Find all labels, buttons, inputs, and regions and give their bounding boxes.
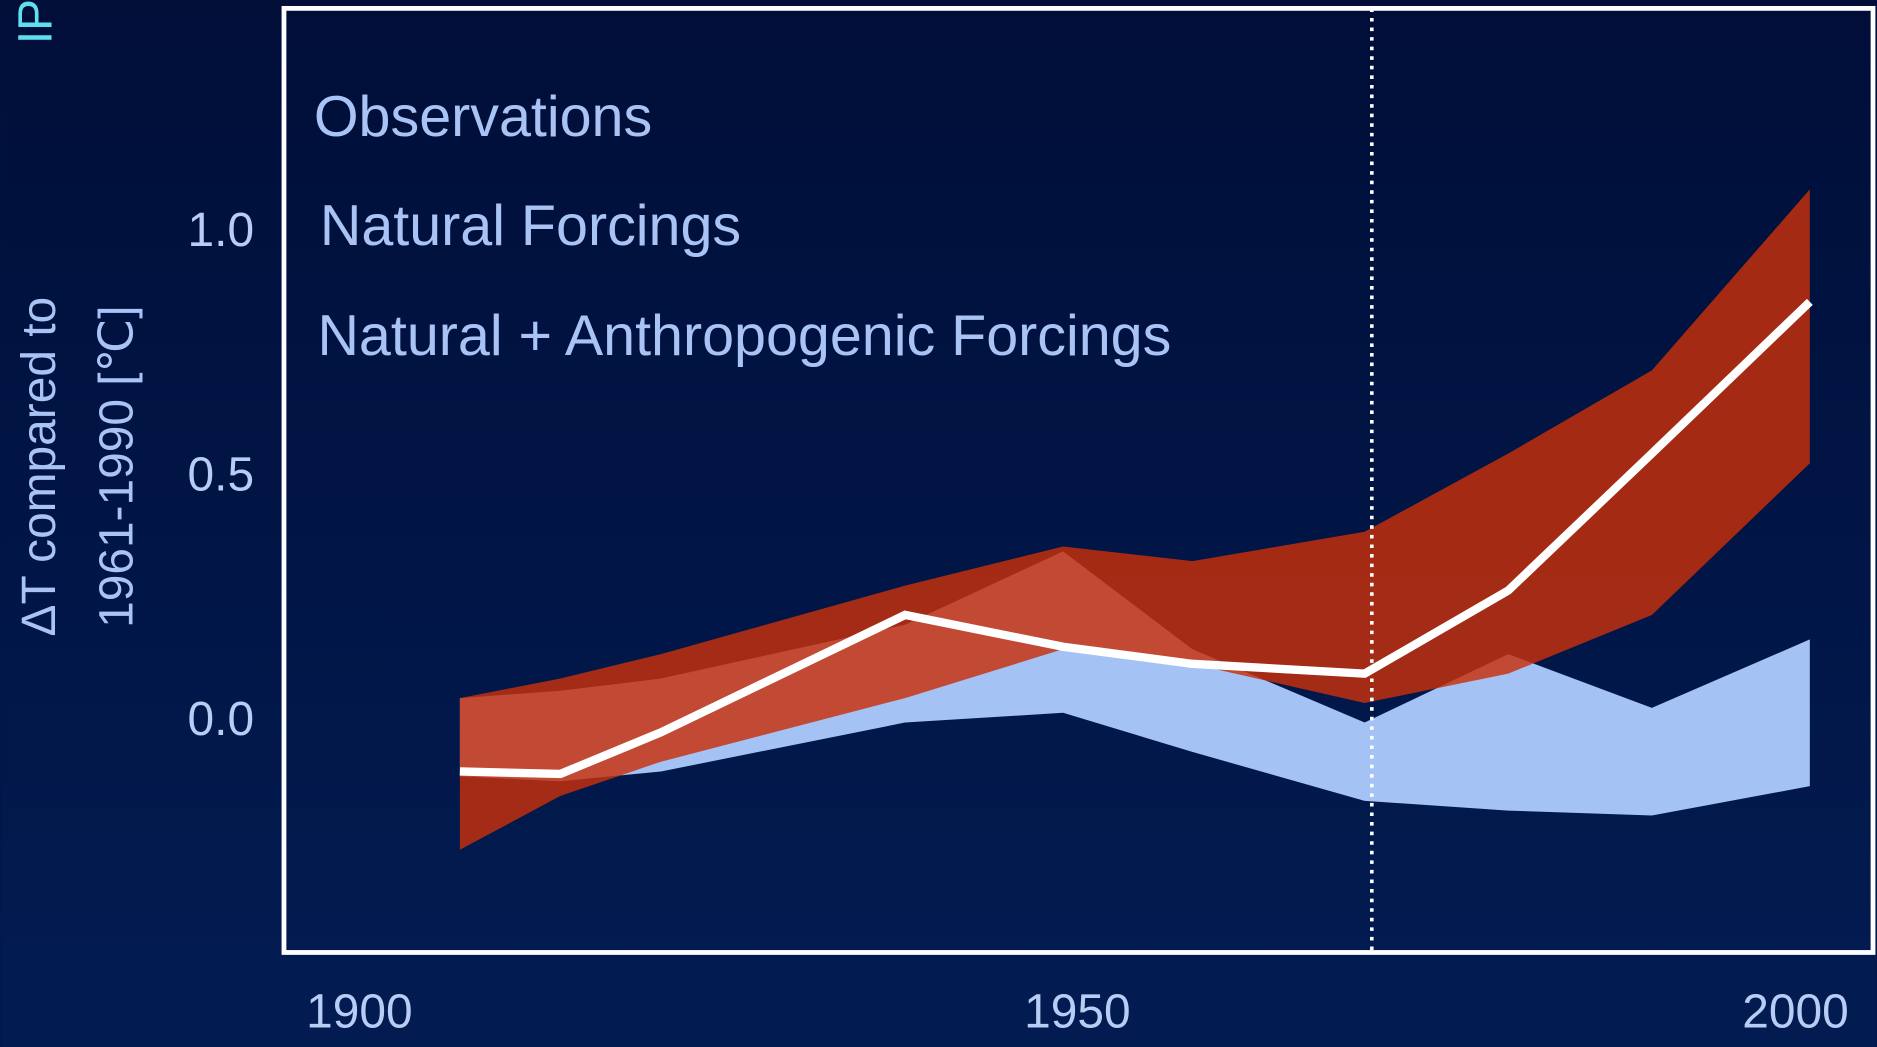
legend-entry: Natural + Anthropogenic Forcings bbox=[317, 304, 1171, 368]
y-axis-label: 1961-1990 [℃] bbox=[91, 305, 144, 628]
range-band bbox=[459, 551, 1810, 816]
plot-frame bbox=[281, 5, 1876, 955]
y-tick-label: 0.0 bbox=[188, 693, 255, 746]
legend-entry: Observations bbox=[314, 85, 652, 149]
range-band bbox=[459, 189, 1810, 850]
x-tick-label: 1950 bbox=[1024, 985, 1130, 1038]
corner-text: IP bbox=[9, 0, 62, 44]
y-tick-label: 0.5 bbox=[188, 449, 255, 502]
y-tick-label: 1.0 bbox=[188, 204, 255, 257]
legend-entry: Natural Forcings bbox=[320, 194, 741, 258]
x-tick-label: 1900 bbox=[306, 985, 412, 1038]
x-tick-label: 2000 bbox=[1742, 985, 1848, 1038]
y-axis-label: ΔT compared to bbox=[13, 297, 66, 637]
observation-line bbox=[459, 298, 1813, 779]
plot-area bbox=[459, 8, 1813, 953]
